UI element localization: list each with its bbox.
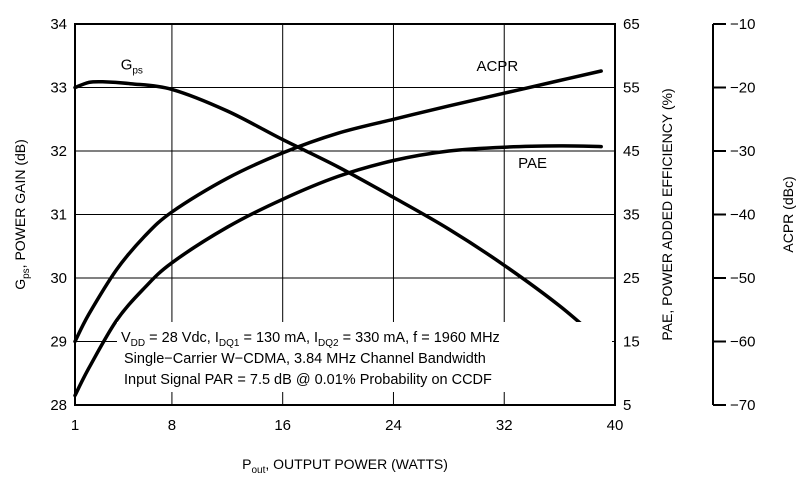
acpr-tick-label: −30 <box>730 143 755 160</box>
series-line-acpr <box>73 69 603 344</box>
y-left-tick-label: 34 <box>50 16 67 33</box>
acpr-tick-label: −70 <box>730 397 755 414</box>
y-right-tick-label: 15 <box>623 334 640 351</box>
data-curves <box>73 69 603 398</box>
x-tick-label: 32 <box>496 417 513 434</box>
acpr-axis: −70 −60 −50 −40 −30 −20 −10 <box>712 16 755 414</box>
y-right-tick-label: 25 <box>623 270 640 287</box>
series-line-pae <box>73 144 603 398</box>
x-tick-label: 8 <box>168 417 176 434</box>
y-left-tick-label: 28 <box>50 397 67 414</box>
x-tick-label: 16 <box>274 417 291 434</box>
series-label-gps: Gps <box>121 57 143 77</box>
tick-labels: 28 29 30 31 32 33 34 5 15 25 35 45 55 65 1 8 16 24 32 40 <box>50 16 639 434</box>
acpr-tick-label: −60 <box>730 334 755 351</box>
series-label-acpr: ACPR <box>477 58 519 75</box>
series-label-pae: PAE <box>518 155 547 172</box>
acpr-tick-label: −50 <box>730 270 755 287</box>
y-right-tick-label: 55 <box>623 80 640 97</box>
series-line-gps <box>73 79 603 344</box>
y-far-right-axis-title: ACPR (dBc) <box>780 176 796 252</box>
annotation-line: VDD = 28 Vdc, IDQ1 = 130 mA, IDQ2 = 330 … <box>121 330 500 349</box>
axis-titles: Pout, OUTPUT POWER (WATTS) Gps, POWER GAI… <box>12 88 796 476</box>
acpr-tick-label: −20 <box>730 80 755 97</box>
x-axis-title: Pout, OUTPUT POWER (WATTS) <box>242 456 448 476</box>
annotation-box <box>117 322 612 392</box>
y-left-tick-label: 32 <box>50 143 67 160</box>
plot-frame <box>74 23 616 406</box>
y-left-tick-label: 33 <box>50 80 67 97</box>
x-tick-label: 24 <box>385 417 402 434</box>
y-right-tick-label: 35 <box>623 207 640 224</box>
condition-annotations: VDD = 28 Vdc, IDQ1 = 130 mA, IDQ2 = 330 … <box>117 322 612 392</box>
x-tick-label: 40 <box>607 417 624 434</box>
y-left-axis-title: Gps, POWER GAIN (dB) <box>12 139 32 290</box>
y-right-tick-label: 5 <box>623 397 631 414</box>
y-right-axis-title: PAE, POWER ADDED EFFICIENCY (%) <box>659 88 675 340</box>
y-right-tick-label: 65 <box>623 16 640 33</box>
y-left-tick-label: 30 <box>50 270 67 287</box>
annotation-line: Single−Carrier W−CDMA, 3.84 MHz Channel … <box>124 351 486 367</box>
y-left-tick-label: 31 <box>50 207 67 224</box>
y-left-tick-label: 29 <box>50 334 67 351</box>
y-right-tick-label: 45 <box>623 143 640 160</box>
acpr-tick-label: −40 <box>730 207 755 224</box>
acpr-tick-label: −10 <box>730 16 755 33</box>
curve-labels: Gps ACPR PAE <box>121 57 547 172</box>
x-tick-label: 1 <box>71 417 79 434</box>
annotation-line: Input Signal PAR = 7.5 dB @ 0.01% Probab… <box>124 372 492 388</box>
